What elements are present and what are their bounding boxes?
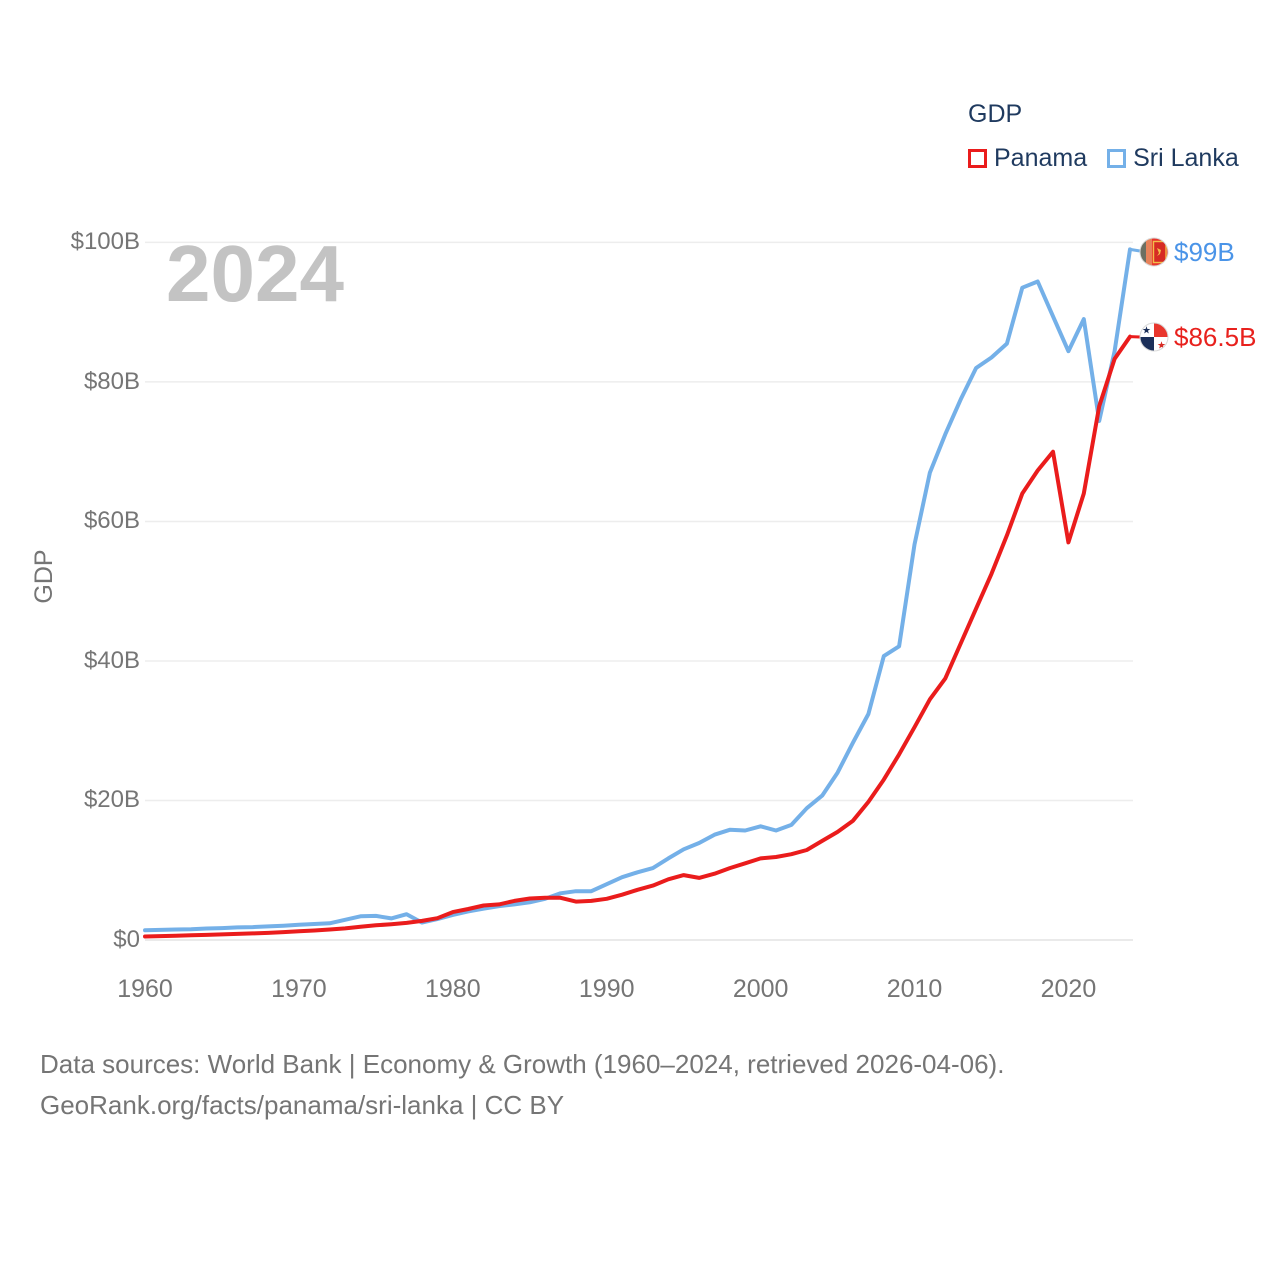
- legend-label-sri-lanka: Sri Lanka: [1133, 144, 1239, 172]
- x-tick-label: 1970: [271, 975, 327, 1003]
- y-tick-label: $60B: [83, 507, 140, 535]
- leader-line: [1128, 247, 1142, 253]
- legend: GDP Panama Sri Lanka: [968, 100, 1239, 173]
- panama-flag-icon: ★ ★: [1139, 322, 1169, 352]
- y-tick-label: $40B: [83, 646, 140, 674]
- legend-label-panama: Panama: [994, 144, 1088, 172]
- legend-title: GDP: [968, 100, 1023, 128]
- panama-line: [143, 334, 1132, 939]
- sri-lanka-flag-icon: [1139, 237, 1169, 267]
- legend-item-sri-lanka[interactable]: Sri Lanka: [1107, 144, 1239, 173]
- y-tick-label: $80B: [83, 367, 140, 395]
- data-source-footer: Data sources: World Bank | Economy & Gro…: [40, 1044, 1004, 1126]
- legend-item-panama[interactable]: Panama: [968, 144, 1087, 173]
- x-tick-label: 1960: [117, 975, 173, 1003]
- x-tick-label: 2010: [886, 975, 943, 1003]
- sri-lanka-end-value-label: $99B: [1174, 237, 1235, 267]
- attribution-line[interactable]: GeoRank.org/facts/panama/sri-lanka | CC …: [40, 1090, 565, 1120]
- x-tick-label: 2000: [732, 975, 789, 1003]
- watermark-year: 2024: [166, 229, 344, 318]
- y-tick-label: $0: [113, 926, 140, 953]
- x-tick-label: 1980: [425, 975, 481, 1003]
- panama-swatch-icon: [968, 149, 987, 168]
- x-tick-label: 1990: [578, 975, 635, 1003]
- sri-lanka-line: [143, 247, 1132, 933]
- svg-text:★: ★: [1142, 326, 1151, 337]
- chart-plot-area: [143, 241, 1142, 941]
- sri-lanka-swatch-icon: [1107, 149, 1127, 168]
- svg-text:★: ★: [1157, 341, 1166, 352]
- y-tick-label: $20B: [83, 786, 140, 814]
- panama-end-value-label: $86.5B: [1174, 322, 1257, 352]
- y-tick-label: $100B: [70, 228, 140, 256]
- x-tick-label: 2020: [1040, 975, 1097, 1003]
- data-source-line: Data sources: World Bank | Economy & Gro…: [40, 1049, 1005, 1079]
